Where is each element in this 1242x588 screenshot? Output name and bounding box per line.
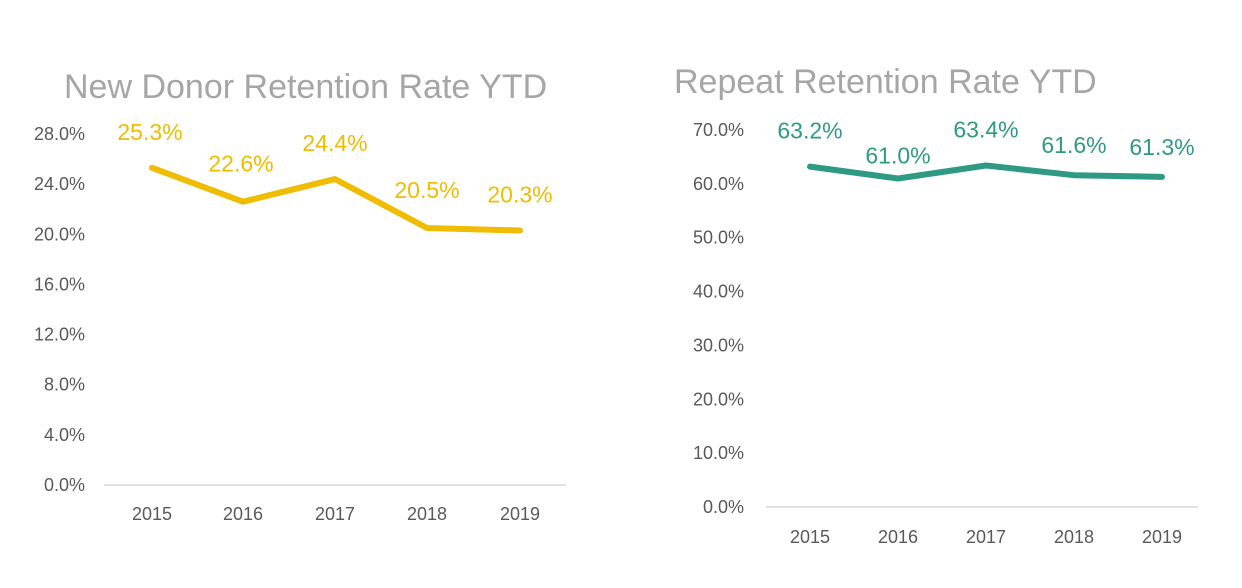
chart-title: New Donor Retention Rate YTD (64, 68, 547, 106)
x-axis-ticks: 2015 2016 2017 2018 2019 (790, 527, 1182, 547)
chart-title: Repeat Retention Rate YTD (674, 63, 1097, 101)
data-label: 22.6% (208, 151, 273, 177)
x-tick-label: 2018 (1054, 527, 1094, 547)
y-tick-label: 12.0% (34, 325, 85, 345)
x-tick-label: 2019 (500, 504, 540, 524)
y-tick-label: 16.0% (34, 274, 85, 294)
new-donor-retention-chart: New Donor Retention Rate YTD 0.0% 4.0% 8.0… (34, 68, 566, 524)
x-tick-label: 2019 (1142, 527, 1182, 547)
x-tick-label: 2016 (878, 527, 918, 547)
y-tick-label: 40.0% (693, 282, 744, 302)
y-axis-ticks: 0.0% 4.0% 8.0% 12.0% 16.0% 20.0% 24.0% 28.0% (34, 124, 85, 495)
series-line (807, 162, 1165, 182)
y-tick-label: 60.0% (693, 174, 744, 194)
data-label: 20.5% (394, 177, 459, 203)
x-tick-label: 2015 (790, 527, 830, 547)
y-tick-label: 8.0% (44, 375, 85, 395)
x-tick-label: 2017 (966, 527, 1006, 547)
data-label: 61.3% (1129, 134, 1194, 160)
series-polyline (149, 164, 523, 234)
x-axis-ticks: 2015 2016 2017 2018 2019 (132, 504, 540, 524)
data-labels: 25.3% 22.6% 24.4% 20.5% 20.3% (117, 119, 552, 208)
y-tick-label: 0.0% (44, 475, 85, 495)
y-tick-label: 50.0% (693, 228, 744, 248)
data-label: 61.0% (865, 142, 930, 168)
data-labels: 63.2% 61.0% 63.4% 61.6% 61.3% (777, 117, 1194, 169)
data-label: 61.6% (1041, 132, 1106, 158)
data-label: 24.4% (302, 130, 367, 156)
x-tick-label: 2015 (132, 504, 172, 524)
series-polyline (807, 162, 1165, 182)
x-tick-label: 2017 (315, 504, 355, 524)
x-tick-label: 2016 (223, 504, 263, 524)
y-tick-label: 0.0% (703, 497, 744, 517)
y-tick-label: 70.0% (693, 120, 744, 140)
y-axis-ticks: 0.0% 10.0% 20.0% 30.0% 40.0% 50.0% 60.0% 70.0% (693, 120, 744, 517)
series-line (149, 164, 523, 234)
data-label: 20.3% (487, 182, 552, 208)
data-label: 63.2% (777, 118, 842, 144)
data-label: 25.3% (117, 119, 182, 145)
y-tick-label: 24.0% (34, 174, 85, 194)
y-tick-label: 20.0% (34, 224, 85, 244)
y-tick-label: 28.0% (34, 124, 85, 144)
y-tick-label: 10.0% (693, 443, 744, 463)
y-tick-label: 4.0% (44, 425, 85, 445)
y-tick-label: 20.0% (693, 389, 744, 409)
y-tick-label: 30.0% (693, 335, 744, 355)
repeat-retention-chart: Repeat Retention Rate YTD 0.0% 10.0% 20.0%… (674, 63, 1198, 547)
data-label: 63.4% (953, 117, 1018, 143)
x-tick-label: 2018 (407, 504, 447, 524)
